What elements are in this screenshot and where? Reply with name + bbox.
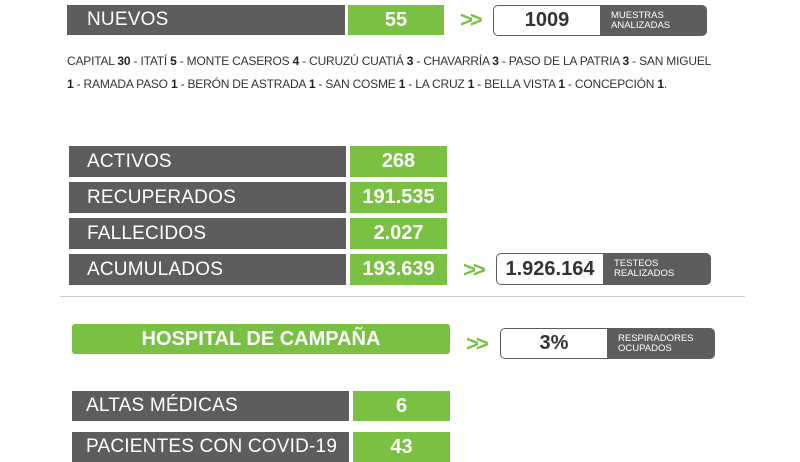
nuevos-value: 55	[348, 5, 444, 35]
breakdown-count: 4	[292, 54, 300, 68]
stat-label-text: ACTIVOS	[87, 150, 172, 172]
breakdown-locality: - PASO DE LA PATRIA	[498, 54, 623, 68]
pacientes-value-text: 43	[390, 435, 413, 458]
breakdown-locality: - ITATÍ	[130, 54, 171, 68]
section-divider	[60, 296, 745, 297]
breakdown-locality: - CURUZÚ CUATIÁ	[299, 54, 407, 68]
stat-value-text: 268	[381, 150, 416, 172]
stat-label-text: FALLECIDOS	[87, 222, 207, 244]
breakdown-locality: - MONTE CASEROS	[176, 54, 293, 68]
muestras-value: 1009	[493, 5, 601, 36]
pacientes-value: 43	[353, 432, 450, 462]
stat-label-text: RECUPERADOS	[87, 186, 236, 208]
breakdown-count: 1	[467, 77, 475, 91]
muestras-label-text: MUESTRAS ANALIZADAS	[611, 9, 671, 31]
altas-value: 6	[353, 391, 450, 421]
breakdown-count: 1	[67, 77, 74, 91]
stat-value-text: 191.535	[362, 186, 435, 208]
breakdown-locality: - CONCEPCIÓN	[564, 77, 658, 91]
localidades-breakdown: CAPITAL 30 - ITATÍ 5 - MONTE CASEROS 4 -…	[67, 50, 717, 96]
breakdown-count: 1	[170, 77, 178, 91]
breakdown-count: 3	[622, 54, 630, 68]
muestras-value-text: 1009	[524, 9, 570, 31]
breakdown-locality: - LA CRUZ	[405, 77, 468, 91]
stat-value-activos: 268	[350, 146, 447, 177]
stat-value-acumulados: 193.639	[350, 254, 447, 285]
testeos-value-text: 1.926.164	[505, 257, 595, 280]
breakdown-count: 1	[398, 77, 406, 91]
pacientes-label-text: PACIENTES CON COVID-19	[86, 436, 338, 457]
breakdown-count: 1	[657, 77, 664, 91]
stat-value-text: 193.639	[362, 258, 435, 280]
respiradores-value-text: 3%	[539, 332, 569, 354]
respiradores-label-text: RESPIRADORES OCUPADOS	[618, 332, 694, 354]
stat-label-acumulados: ACUMULADOS	[69, 254, 346, 285]
breakdown-count: 3	[406, 54, 414, 68]
arrow-icon: >>	[463, 257, 486, 282]
breakdown-locality: - BERÓN DE ASTRADA	[177, 77, 309, 91]
stat-label-recuperados: RECUPERADOS	[69, 182, 346, 213]
breakdown-locality: .	[663, 77, 667, 91]
altas-label: ALTAS MÉDICAS	[72, 391, 349, 421]
altas-label-text: ALTAS MÉDICAS	[86, 395, 238, 416]
hospital-title: HOSPITAL DE CAMPAÑA	[72, 324, 450, 354]
breakdown-locality: CAPITAL	[67, 54, 118, 68]
breakdown-count: 1	[558, 77, 565, 91]
respiradores-label: RESPIRADORES OCUPADOS	[608, 328, 715, 359]
hospital-title-text: HOSPITAL DE CAMPAÑA	[141, 327, 381, 350]
arrow-icon: >>	[460, 7, 483, 32]
testeos-value: 1.926.164	[496, 253, 604, 285]
nuevos-label: NUEVOS	[67, 5, 345, 35]
breakdown-count: 30	[117, 54, 131, 68]
stat-value-fallecidos: 2.027	[350, 218, 447, 249]
arrow-icon: >>	[466, 331, 489, 356]
breakdown-locality: - BELLA VISTA	[474, 77, 559, 91]
breakdown-locality: - RAMADA PASO	[73, 77, 171, 91]
breakdown-count: 1	[308, 77, 316, 91]
testeos-label: TESTEOS REALIZADOS	[604, 253, 711, 285]
breakdown-locality: - SAN MIGUEL	[629, 54, 711, 68]
pacientes-label: PACIENTES CON COVID-19	[72, 432, 349, 462]
stat-value-text: 2.027	[373, 222, 424, 244]
muestras-label: MUESTRAS ANALIZADAS	[601, 5, 707, 36]
stat-value-recuperados: 191.535	[350, 182, 447, 213]
altas-value-text: 6	[395, 394, 408, 417]
stat-label-fallecidos: FALLECIDOS	[69, 218, 346, 249]
respiradores-value: 3%	[500, 328, 608, 359]
testeos-label-text: TESTEOS REALIZADOS	[614, 258, 675, 279]
breakdown-count: 3	[492, 54, 499, 68]
breakdown-count: 5	[170, 54, 177, 68]
breakdown-locality: - SAN COSME	[315, 77, 399, 91]
nuevos-value-text: 55	[384, 8, 408, 31]
stat-label-activos: ACTIVOS	[69, 146, 346, 177]
breakdown-locality: - CHAVARRÍA	[413, 54, 493, 68]
nuevos-label-text: NUEVOS	[87, 9, 169, 30]
stat-label-text: ACUMULADOS	[87, 258, 224, 280]
